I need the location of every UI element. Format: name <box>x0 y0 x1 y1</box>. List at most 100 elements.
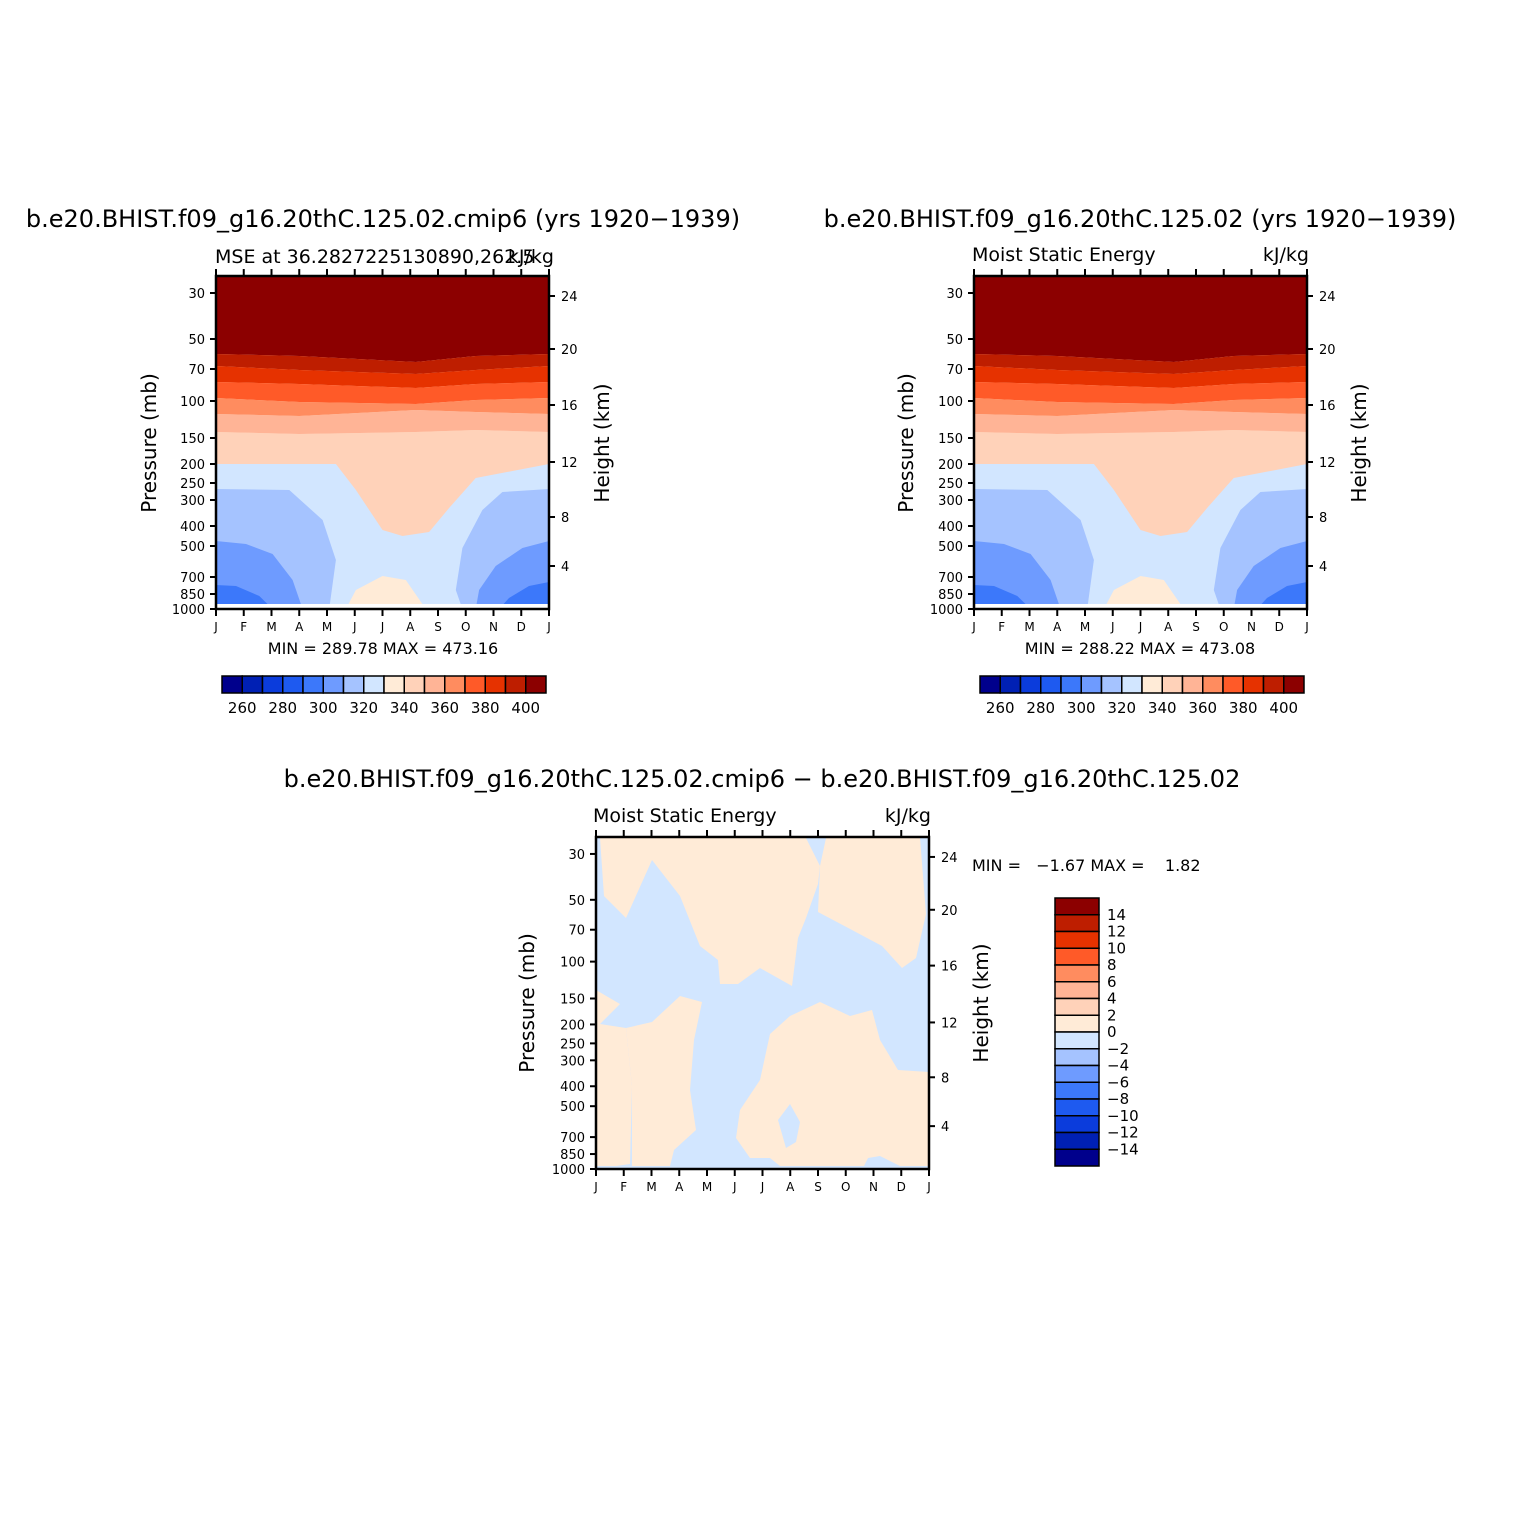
left-xtick-label: N <box>489 620 498 634</box>
left-y2tick-label: 8 <box>561 511 569 526</box>
diff-xtick-label: D <box>897 1180 906 1194</box>
right-colorbar-box <box>1040 675 1062 694</box>
left-colorbar-box <box>282 675 304 694</box>
right-colorbar-label: 260 <box>986 699 1015 717</box>
diff-colorbar-box <box>1054 930 1100 949</box>
diff-negative-island <box>778 1104 800 1148</box>
diff-colorbar-box <box>1054 1098 1100 1117</box>
left-region-warm-pocket <box>345 576 426 609</box>
left-colorbar-label: 360 <box>430 699 459 717</box>
right-colorbar-label: 300 <box>1067 699 1096 717</box>
right-xtick-label: F <box>998 620 1005 634</box>
diff-colorbar-box <box>1054 947 1100 966</box>
diff-positive-region-1 <box>600 838 820 986</box>
left-colorbar-box <box>484 675 507 694</box>
right-colorbar-box <box>1060 675 1082 694</box>
diff-colorbar-box <box>1054 1081 1100 1100</box>
diff-colorbar-box <box>1054 1131 1100 1150</box>
right-ytick-label: 700 <box>938 571 963 586</box>
left-ytick-label: 850 <box>180 588 205 603</box>
diff-colorbar-label: −10 <box>1107 1107 1139 1125</box>
diff-xtick-label: J <box>732 1180 737 1194</box>
left-colorbar: 260 280 300 320 340 360 380 400 <box>221 675 547 717</box>
right-y2tick-label: 20 <box>1319 343 1336 358</box>
left-ytick-label: 100 <box>180 395 205 410</box>
left-colorbar-label: 300 <box>309 699 338 717</box>
right-xtick-label: J <box>1304 620 1309 634</box>
left-colorbar-label: 280 <box>268 699 297 717</box>
right-ytick-label: 850 <box>938 588 963 603</box>
diff-ytick-label: 200 <box>560 1018 585 1033</box>
left-surface-strip <box>216 604 549 609</box>
right-y2tick-label: 16 <box>1319 399 1336 414</box>
left-units: kJ/kg <box>508 246 554 268</box>
right-ytick-label: 250 <box>938 477 963 492</box>
left-colorbar-box <box>221 675 243 694</box>
left-xtick-label: O <box>461 620 470 634</box>
diff-minmax: MIN = −1.67 MAX = 1.82 <box>972 856 1201 875</box>
right-ytick-label: 30 <box>946 287 963 302</box>
right-xtick-label: S <box>1192 620 1200 634</box>
diff-colorbar-box <box>1054 964 1100 983</box>
diff-xtick-label: M <box>646 1180 656 1194</box>
left-ytick-label: 300 <box>180 494 205 509</box>
diff-colorbar-label: 8 <box>1107 956 1117 974</box>
diff-colorbar-label: 4 <box>1107 990 1117 1008</box>
left-ytick-label: 1000 <box>172 603 205 618</box>
right-colorbar-box <box>1202 675 1224 694</box>
right-region-warm-pocket <box>1103 576 1184 609</box>
left-colorbar-label: 380 <box>471 699 500 717</box>
diff-xtick-label: N <box>869 1180 878 1194</box>
diff-colorbar-label: −4 <box>1107 1057 1129 1075</box>
diff-ytick-label: 400 <box>560 1080 585 1095</box>
right-band-3 <box>974 382 1307 404</box>
diff-ytick-label: 100 <box>560 956 585 971</box>
left-colorbar-box <box>261 675 284 694</box>
right-ytick-label: 150 <box>938 432 963 447</box>
left-colorbar-box <box>363 675 385 694</box>
left-colorbar-box <box>444 675 466 694</box>
left-colorbar-label: 400 <box>511 699 540 717</box>
left-band-3 <box>216 382 549 404</box>
right-y-axis-label: Pressure (mb) <box>894 373 918 513</box>
left-xtick-label: A <box>406 620 415 634</box>
diff-colorbar-label: 6 <box>1107 973 1117 991</box>
diff-positive-region-4 <box>626 996 702 1166</box>
right-xtick-label: J <box>1110 620 1115 634</box>
diff-ytick-label: 500 <box>560 1100 585 1115</box>
diff-colorbar-box <box>1054 1014 1100 1033</box>
right-xtick-label: A <box>1053 620 1062 634</box>
left-region-deepest-east <box>499 582 549 609</box>
diff-y2tick-label: 16 <box>941 960 958 975</box>
right-band-0 <box>974 276 1307 362</box>
diff-xtick-label: S <box>814 1180 822 1194</box>
left-band-0 <box>216 276 549 362</box>
right-contour-field <box>974 276 1307 609</box>
diff-colorbar-label: −6 <box>1107 1073 1129 1091</box>
diff-subtitle: Moist Static Energy <box>593 805 777 827</box>
diff-xtick-label: J <box>593 1180 598 1194</box>
diff-xtick-label: A <box>786 1180 795 1194</box>
left-minmax: MIN = 289.78 MAX = 473.16 <box>268 639 498 658</box>
right-y2-axis-label: Height (km) <box>1347 383 1371 502</box>
right-xtick-label: D <box>1275 620 1284 634</box>
diff-xtick-label: J <box>926 1180 931 1194</box>
right-ytick-label: 50 <box>946 333 963 348</box>
diff-xtick-label: M <box>702 1180 712 1194</box>
diff-main-title: b.e20.BHIST.f09_g16.20thC.125.02.cmip6 −… <box>284 765 1241 793</box>
left-xtick-label: J <box>352 620 357 634</box>
diff-y-axis-label: Pressure (mb) <box>515 933 539 1073</box>
right-colorbar-label: 360 <box>1188 699 1217 717</box>
diff-colorbar-label: 10 <box>1107 939 1126 957</box>
left-y-axis-label: Pressure (mb) <box>137 373 161 513</box>
diff-colorbar-box <box>1054 1115 1100 1134</box>
left-y2tick-label: 4 <box>561 560 569 575</box>
left-xtick-label: J <box>213 620 218 634</box>
right-colorbar-box <box>999 675 1022 694</box>
left-colorbar-box <box>423 675 446 694</box>
left-ytick-label: 50 <box>188 333 205 348</box>
right-band-2 <box>974 366 1307 388</box>
right-xtick-label: N <box>1247 620 1256 634</box>
